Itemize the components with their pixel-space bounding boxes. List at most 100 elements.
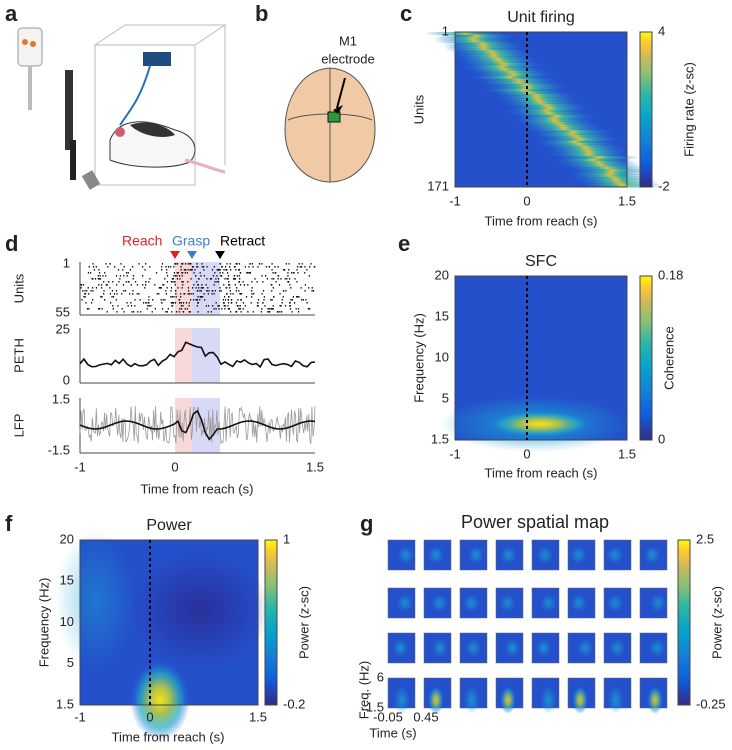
- spike: [251, 293, 253, 295]
- spike: [229, 284, 231, 286]
- spike: [123, 311, 125, 313]
- spike: [211, 293, 213, 295]
- spike: [177, 287, 179, 289]
- spike: [289, 308, 292, 310]
- spike: [84, 290, 86, 292]
- spike: [115, 290, 118, 292]
- unit-row: [524, 127, 605, 131]
- spike: [297, 308, 300, 310]
- tail: [184, 158, 226, 174]
- spike: [174, 290, 177, 292]
- spike: [285, 290, 287, 292]
- spike: [290, 299, 292, 301]
- y-tick-label: 15: [435, 308, 449, 323]
- map-blob: [649, 639, 666, 657]
- spike: [116, 293, 118, 295]
- spike: [174, 263, 176, 265]
- unit-row: [569, 174, 650, 178]
- spike: [222, 272, 224, 274]
- colorbar: [639, 275, 653, 441]
- spike: [103, 290, 105, 292]
- spike: [107, 266, 109, 268]
- spike: [93, 269, 96, 271]
- spike: [190, 263, 192, 265]
- spike: [150, 305, 152, 307]
- spike: [142, 284, 144, 286]
- y-tick-label: 171: [427, 178, 449, 193]
- spike: [272, 305, 274, 307]
- spike: [112, 308, 114, 310]
- spike: [103, 293, 105, 295]
- spike: [204, 299, 206, 301]
- spike: [165, 311, 167, 313]
- unit-row: [522, 125, 603, 129]
- spike: [145, 302, 147, 304]
- hotspot: [130, 660, 190, 740]
- spike: [242, 308, 244, 310]
- spike: [80, 287, 82, 289]
- spike: [287, 272, 289, 274]
- spike: [205, 284, 207, 286]
- spike: [122, 284, 125, 286]
- spike: [182, 263, 184, 265]
- spike: [235, 302, 238, 304]
- spike: [189, 311, 191, 313]
- colorbar-tick: 0.18: [658, 267, 683, 282]
- spike: [226, 263, 228, 265]
- spike: [165, 266, 167, 268]
- colorbar: [264, 539, 278, 706]
- spike: [151, 311, 153, 313]
- spike: [202, 287, 204, 289]
- spike: [85, 302, 87, 304]
- spike: [226, 272, 229, 274]
- spike: [219, 269, 221, 271]
- spike: [170, 302, 172, 304]
- spike: [304, 290, 306, 292]
- spike: [166, 269, 168, 271]
- spike: [148, 296, 150, 298]
- unit-row: [483, 88, 564, 92]
- spike: [158, 293, 160, 295]
- spike: [166, 281, 169, 283]
- spike: [252, 311, 254, 313]
- spike: [196, 266, 198, 268]
- spike: [170, 287, 173, 289]
- unit-row: [566, 166, 647, 170]
- unit-row: [479, 81, 560, 85]
- spike: [127, 305, 129, 307]
- colorbar-label: Power (z-sc): [709, 586, 724, 659]
- spike: [266, 278, 269, 280]
- event-label: Grasp: [172, 233, 210, 249]
- spike: [296, 281, 298, 283]
- spike: [166, 272, 168, 274]
- spike: [201, 266, 203, 268]
- unit-row: [558, 156, 639, 160]
- spike: [269, 308, 271, 310]
- spike: [134, 299, 136, 301]
- y-tick-label: 1.5: [431, 431, 449, 446]
- rat: [109, 121, 196, 168]
- spike: [163, 284, 165, 286]
- y-axis-label: Frequency (Hz): [36, 578, 51, 668]
- spike: [265, 266, 268, 268]
- spike: [185, 269, 187, 271]
- map-blob: [647, 686, 664, 714]
- spike: [142, 266, 144, 268]
- spike: [111, 296, 113, 298]
- spike: [297, 296, 299, 298]
- spike: [239, 284, 242, 286]
- spike: [127, 281, 129, 283]
- unit-row: [464, 63, 545, 67]
- spike: [198, 287, 200, 289]
- spike: [246, 272, 248, 274]
- spike: [203, 266, 205, 268]
- unit-row: [443, 47, 524, 51]
- spike: [272, 308, 274, 310]
- spike: [171, 302, 174, 304]
- spike: [185, 302, 188, 304]
- spike: [267, 311, 269, 313]
- spike: [177, 272, 180, 274]
- unit-row: [514, 117, 595, 121]
- spike: [214, 272, 216, 274]
- unit-row: [548, 150, 629, 154]
